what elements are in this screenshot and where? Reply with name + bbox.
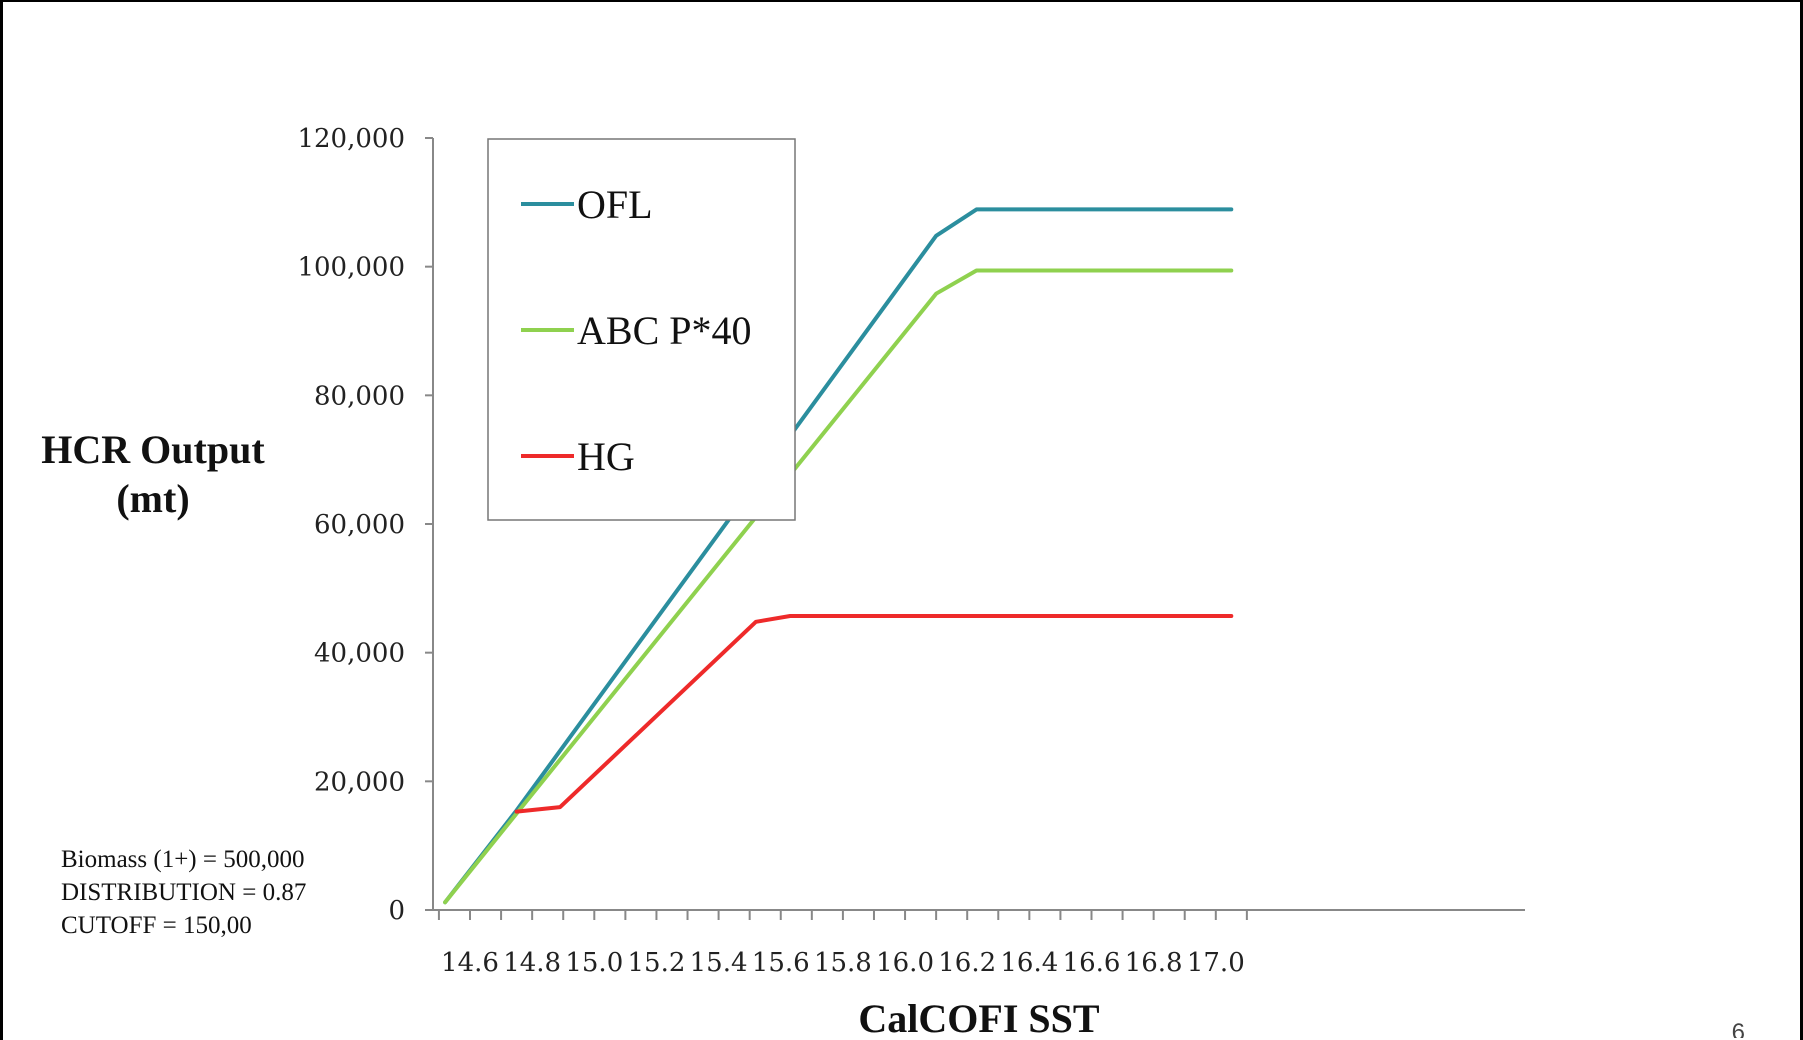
x-tick-label: 16.8 xyxy=(1125,948,1183,978)
parameter-annotation: Biomass (1+) = 500,000 DISTRIBUTION = 0.… xyxy=(61,846,306,939)
legend-label-ofl: OFL xyxy=(577,182,653,227)
x-tick-label: 14.8 xyxy=(503,948,561,978)
x-tick-label: 14.6 xyxy=(441,948,499,978)
annotation-cutoff: CUTOFF = 150,00 xyxy=(61,912,252,939)
annotation-biomass: Biomass (1+) = 500,000 xyxy=(61,846,304,873)
y-tick-label: 100,000 xyxy=(297,253,405,283)
x-tick-label: 16.4 xyxy=(1000,948,1058,978)
y-ticks: 0 20,000 40,000 60,000 80,000 100,000 120,000 xyxy=(297,124,433,926)
x-tick-label: 15.2 xyxy=(628,948,686,978)
series-line-hg xyxy=(514,614,1234,814)
y-axis-title-line-2: (mt) xyxy=(116,476,189,521)
y-tick-label: 20,000 xyxy=(314,767,405,797)
y-axis-title-line-1: HCR Output xyxy=(41,427,265,472)
x-tick-label: 16.6 xyxy=(1063,948,1121,978)
x-tick-label: 15.4 xyxy=(690,948,748,978)
y-tick-label: 60,000 xyxy=(314,510,405,540)
x-tick-label: 15.6 xyxy=(752,948,810,978)
y-tick-label: 0 xyxy=(388,896,405,926)
legend: OFL ABC P*40 HG xyxy=(487,138,796,521)
y-axis-title: HCR Output (mt) xyxy=(41,427,265,521)
legend-label-abc-p40: ABC P*40 xyxy=(577,308,752,353)
x-axis-title: CalCOFI SST xyxy=(858,996,1099,1038)
y-tick-label: 80,000 xyxy=(314,381,405,411)
legend-label-hg: HG xyxy=(577,434,635,479)
x-tick-label: 15.8 xyxy=(814,948,872,978)
series-line-abc-p-40 xyxy=(443,268,1234,905)
x-tick-label: 15.0 xyxy=(565,948,623,978)
x-tick-label: 16.2 xyxy=(938,948,996,978)
x-tick-label: 17.0 xyxy=(1187,948,1245,978)
line-chart: 020,00040,00060,00080,000100,000120,000 … xyxy=(41,124,1745,1038)
y-tick-label: 120,000 xyxy=(297,124,405,154)
x-ticks: 14.6 14.8 15.0 15.2 15.4 15.6 15.8 16.0 16.2 16.4… xyxy=(437,910,1248,978)
page-number: 6 xyxy=(1732,1019,1745,1038)
annotation-distribution: DISTRIBUTION = 0.87 xyxy=(61,879,306,906)
x-tick-label: 16.0 xyxy=(876,948,934,978)
y-tick-label: 40,000 xyxy=(314,639,405,669)
series-lines xyxy=(443,207,1234,905)
